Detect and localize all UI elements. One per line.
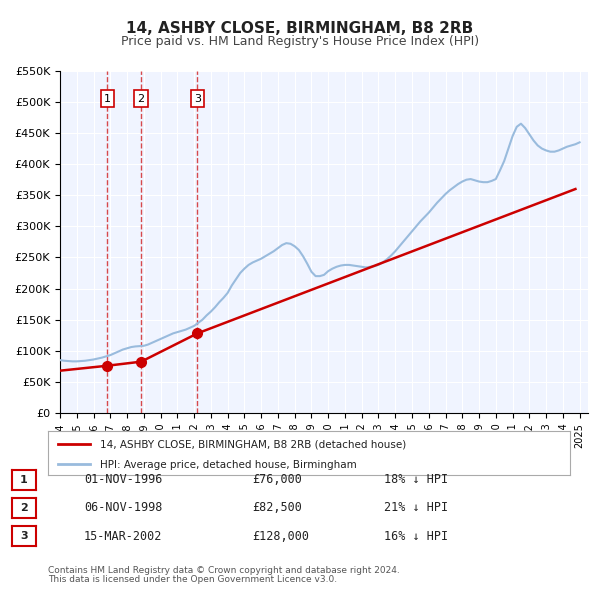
Text: 3: 3 bbox=[194, 94, 201, 104]
Text: 14, ASHBY CLOSE, BIRMINGHAM, B8 2RB: 14, ASHBY CLOSE, BIRMINGHAM, B8 2RB bbox=[127, 21, 473, 35]
Text: £128,000: £128,000 bbox=[252, 530, 309, 543]
Text: 06-NOV-1998: 06-NOV-1998 bbox=[84, 502, 163, 514]
Text: 16% ↓ HPI: 16% ↓ HPI bbox=[384, 530, 448, 543]
Text: 14, ASHBY CLOSE, BIRMINGHAM, B8 2RB (detached house): 14, ASHBY CLOSE, BIRMINGHAM, B8 2RB (det… bbox=[100, 440, 406, 450]
Text: 3: 3 bbox=[20, 532, 28, 541]
Text: 1: 1 bbox=[20, 475, 28, 484]
Text: 2: 2 bbox=[20, 503, 28, 513]
Text: 15-MAR-2002: 15-MAR-2002 bbox=[84, 530, 163, 543]
Text: 21% ↓ HPI: 21% ↓ HPI bbox=[384, 502, 448, 514]
Text: This data is licensed under the Open Government Licence v3.0.: This data is licensed under the Open Gov… bbox=[48, 575, 337, 584]
Text: 2: 2 bbox=[137, 94, 145, 104]
Text: HPI: Average price, detached house, Birmingham: HPI: Average price, detached house, Birm… bbox=[100, 460, 357, 470]
Text: 18% ↓ HPI: 18% ↓ HPI bbox=[384, 473, 448, 486]
Text: 01-NOV-1996: 01-NOV-1996 bbox=[84, 473, 163, 486]
Text: Contains HM Land Registry data © Crown copyright and database right 2024.: Contains HM Land Registry data © Crown c… bbox=[48, 566, 400, 575]
Text: £82,500: £82,500 bbox=[252, 502, 302, 514]
Text: 1: 1 bbox=[104, 94, 111, 104]
Text: £76,000: £76,000 bbox=[252, 473, 302, 486]
Text: Price paid vs. HM Land Registry's House Price Index (HPI): Price paid vs. HM Land Registry's House … bbox=[121, 35, 479, 48]
